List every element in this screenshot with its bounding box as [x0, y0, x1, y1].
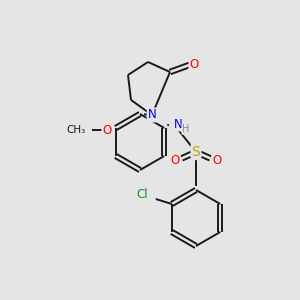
Text: N: N: [148, 109, 156, 122]
Text: O: O: [102, 124, 112, 136]
Text: S: S: [192, 145, 200, 159]
Text: H: H: [182, 124, 190, 134]
Text: Cl: Cl: [136, 188, 148, 200]
Text: O: O: [212, 154, 222, 166]
Text: N: N: [174, 118, 182, 130]
Text: CH₃: CH₃: [67, 125, 86, 135]
Text: O: O: [170, 154, 180, 166]
Text: O: O: [189, 58, 199, 70]
